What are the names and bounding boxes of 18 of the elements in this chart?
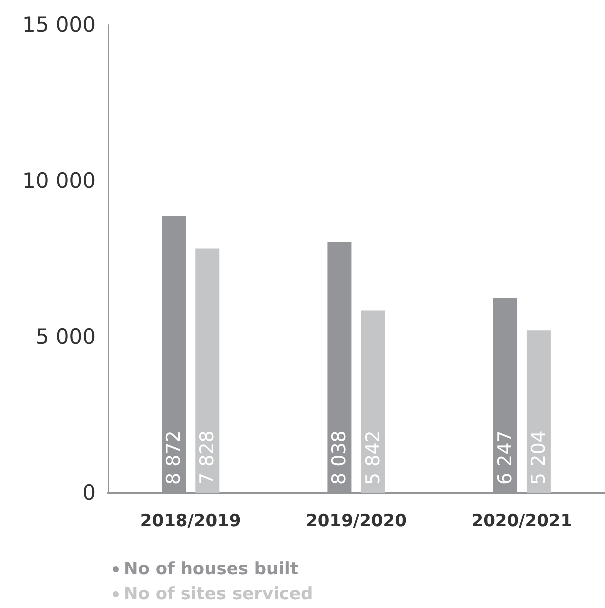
y-tick-label: 0 xyxy=(82,481,96,505)
x-tick-label: 2019/2020 xyxy=(306,512,408,532)
data-label: 7 828 xyxy=(196,430,219,485)
legend-label: No of sites serviced xyxy=(124,584,314,604)
y-tick-label: 10 000 xyxy=(22,169,96,193)
bar xyxy=(361,310,386,493)
data-label: 5 204 xyxy=(528,430,550,485)
bar xyxy=(526,330,551,493)
data-label: 8 872 xyxy=(163,430,186,485)
data-label: 8 038 xyxy=(328,430,351,485)
data-label: 6 247 xyxy=(494,430,516,485)
x-tick-label: 2018/2019 xyxy=(140,512,242,532)
data-label: 5 842 xyxy=(362,430,384,485)
y-tick-label: 15 000 xyxy=(22,13,96,37)
y-tick-label: 5 000 xyxy=(36,325,96,349)
legend-label: No of houses built xyxy=(124,560,298,580)
x-tick-label: 2020/2021 xyxy=(472,512,573,532)
bar xyxy=(196,248,220,493)
